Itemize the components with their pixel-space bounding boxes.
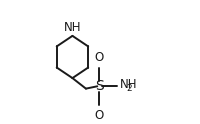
Text: O: O xyxy=(95,109,104,122)
Text: NH: NH xyxy=(120,78,137,91)
Text: O: O xyxy=(95,51,104,64)
Text: NH: NH xyxy=(64,21,82,34)
Text: S: S xyxy=(95,79,104,93)
Text: 2: 2 xyxy=(126,84,132,93)
